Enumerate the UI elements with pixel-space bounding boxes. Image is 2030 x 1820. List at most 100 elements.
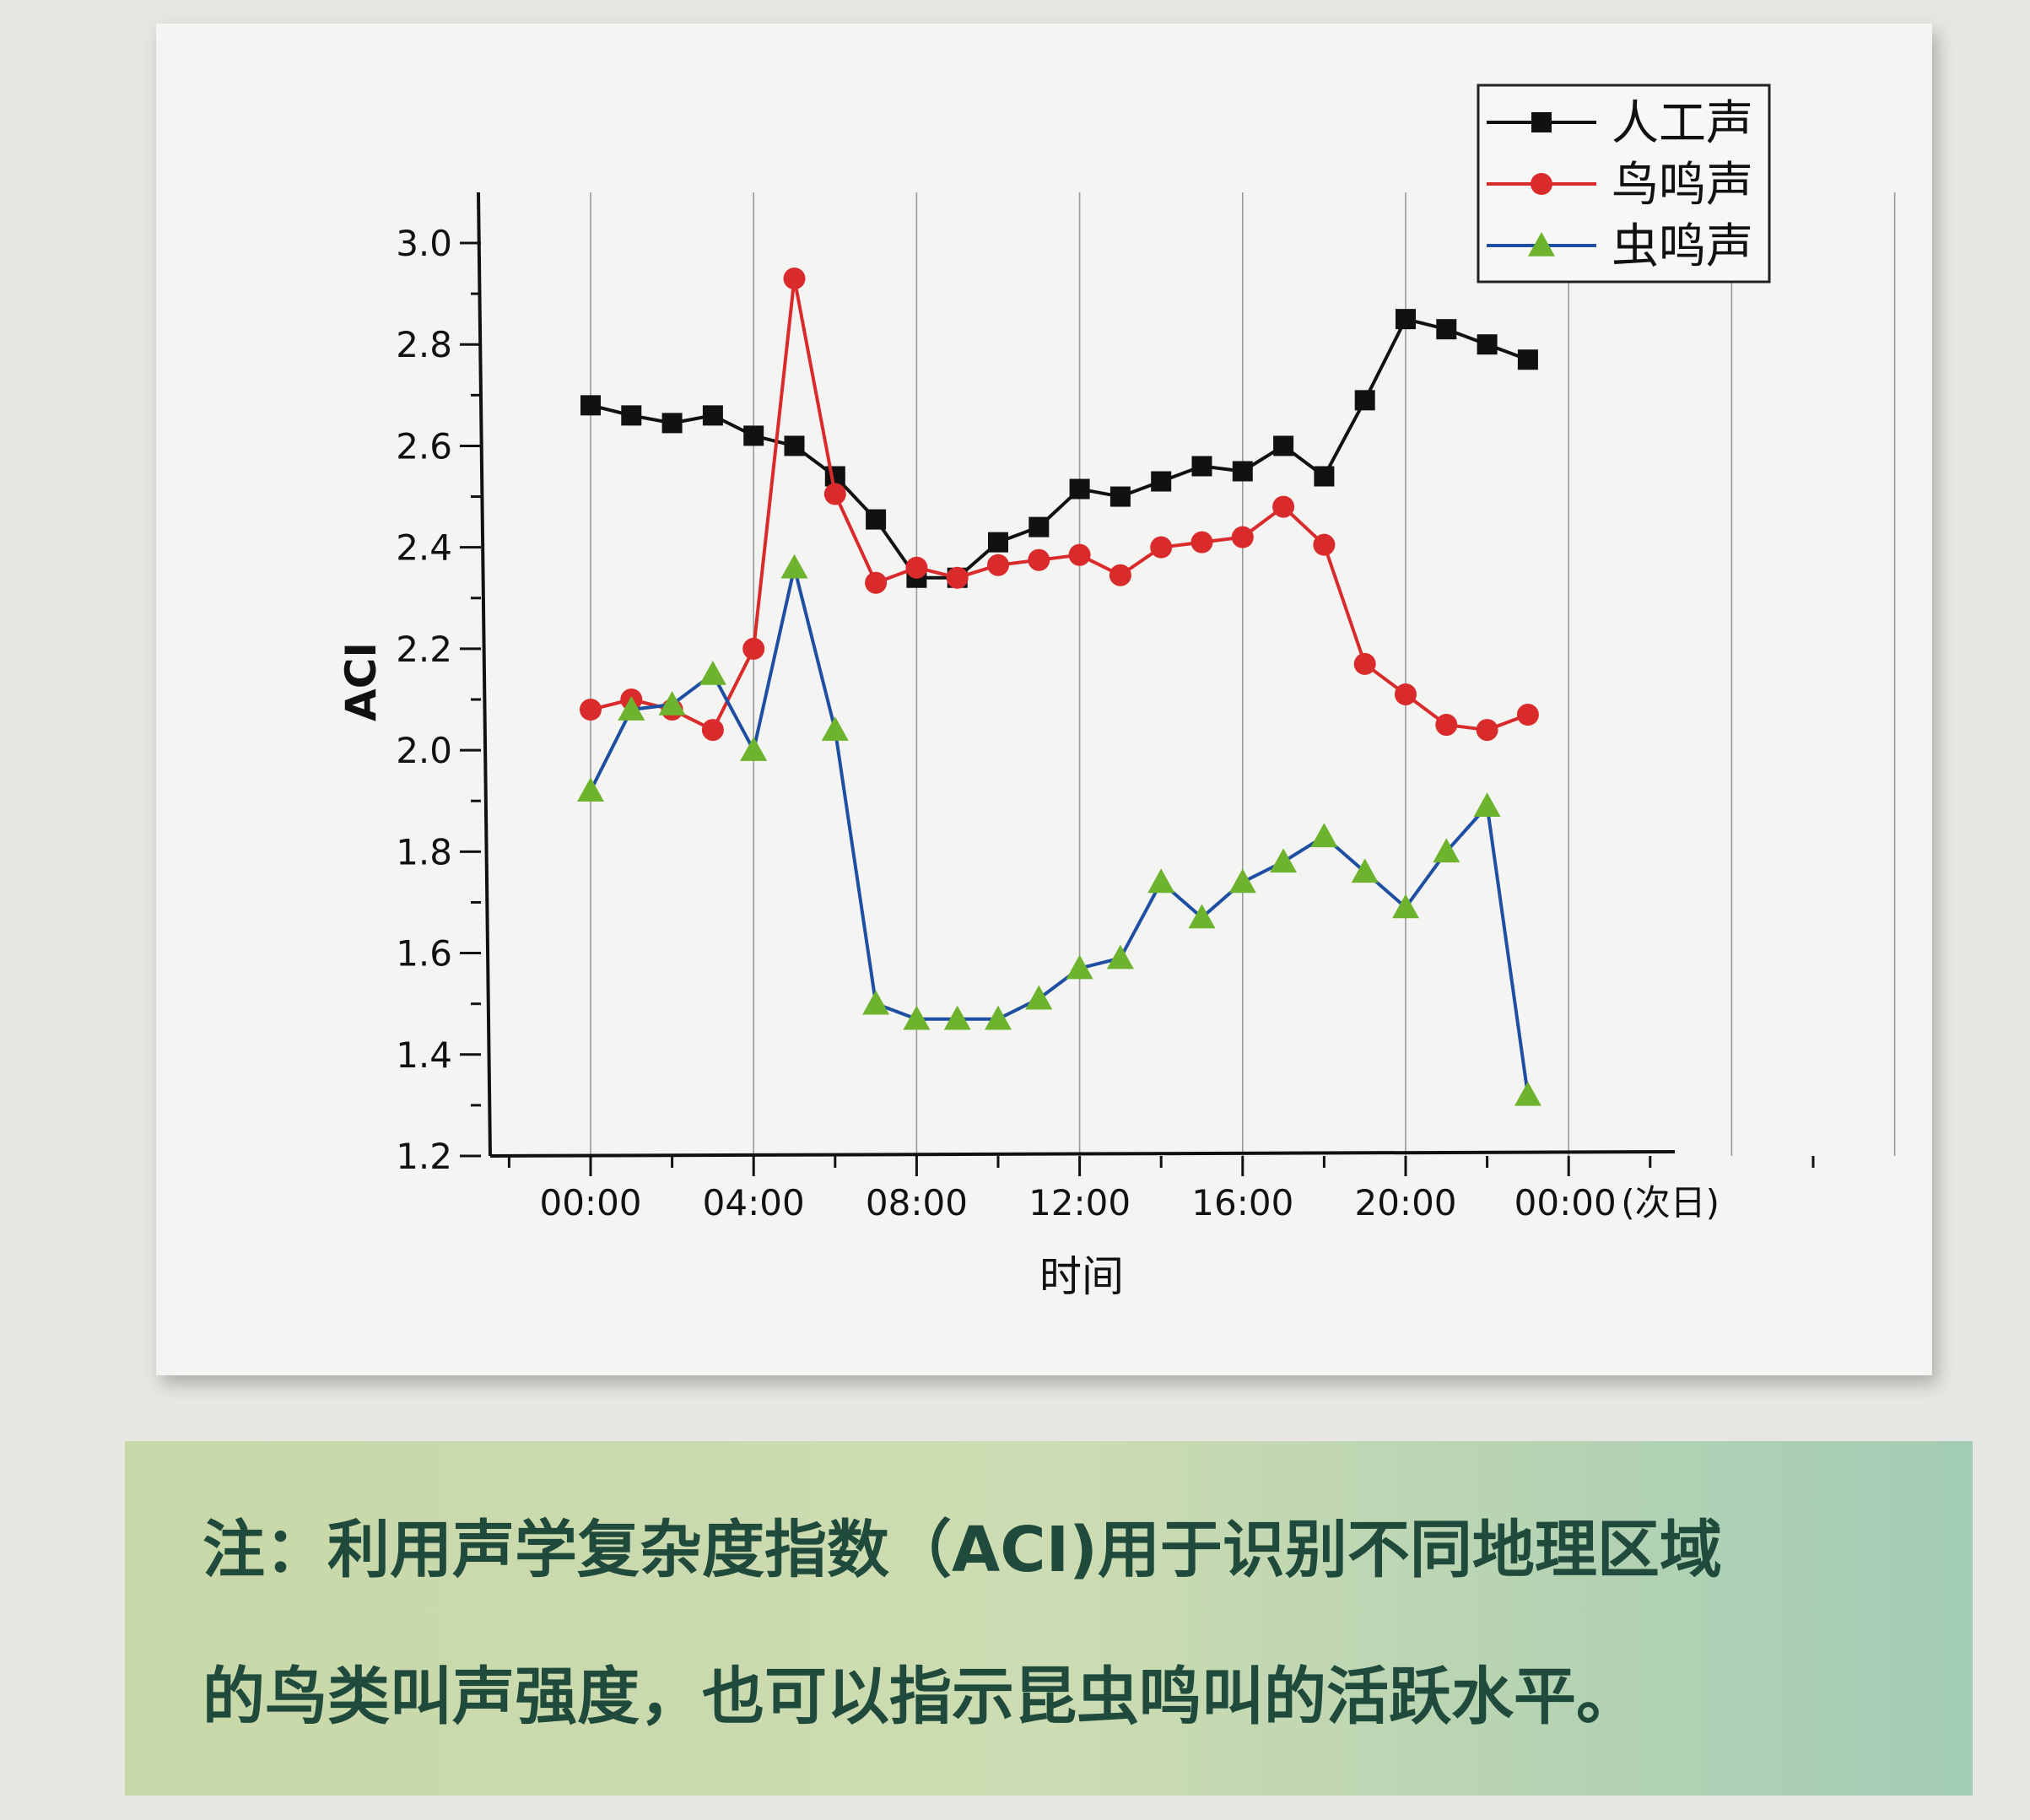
- series-2: [577, 554, 1541, 1106]
- data-point-0-6: [824, 466, 845, 487]
- data-point-0-18: [1314, 466, 1335, 487]
- legend-marker-0: [1531, 112, 1552, 132]
- y-tick-label-1: 1.4: [396, 1034, 452, 1076]
- note-line-1: 注：利用声学复杂度指数（ACI)用于识别不同地理区域: [202, 1514, 1722, 1586]
- y-axis-title: ACI: [337, 642, 386, 721]
- data-point-1-13: [1109, 564, 1131, 586]
- data-point-1-18: [1313, 533, 1336, 556]
- data-point-0-4: [743, 425, 764, 446]
- x-axis-line: [489, 1150, 1676, 1158]
- legend-marker-1: [1531, 173, 1552, 195]
- data-point-2-4: [740, 737, 768, 761]
- x-tick-label-3: 12:00: [1028, 1182, 1131, 1223]
- x-tick-label-1: 04:00: [703, 1182, 805, 1223]
- data-point-0-12: [1069, 478, 1090, 500]
- y-tick-label-9: 3.0: [396, 223, 452, 264]
- data-point-0-5: [784, 435, 805, 456]
- x-tick-label-4: 16:00: [1191, 1182, 1293, 1223]
- data-point-2-22: [1473, 792, 1501, 818]
- data-point-2-0: [577, 777, 604, 802]
- data-point-1-20: [1395, 683, 1417, 705]
- plot-area: 1.2 1.4 1.6 1.8 2.0 2.2 2.4 2.6 2.8 3.0 00:00 04:00…: [337, 192, 1896, 1301]
- x-tick-label-5: 20:00: [1354, 1182, 1456, 1223]
- data-point-1-11: [1028, 548, 1050, 571]
- data-point-0-11: [1028, 516, 1050, 537]
- data-point-1-15: [1190, 531, 1213, 554]
- data-point-2-5: [780, 554, 808, 579]
- data-point-1-3: [701, 719, 724, 742]
- data-point-0-23: [1517, 349, 1538, 370]
- data-point-0-7: [866, 509, 887, 530]
- data-point-0-10: [988, 532, 1008, 553]
- data-point-2-12: [1066, 954, 1093, 980]
- legend-label-0: 人工声: [1612, 96, 1753, 151]
- y-tick-label-0: 1.2: [396, 1136, 452, 1177]
- legend-marker-2: [1528, 232, 1555, 257]
- x-tick-label-2: 08:00: [866, 1182, 968, 1223]
- data-point-0-21: [1436, 319, 1457, 340]
- y-tick-label-6: 2.4: [396, 527, 452, 569]
- data-point-1-12: [1068, 543, 1091, 566]
- data-point-0-2: [661, 413, 683, 434]
- x-tick-label-0: 00:00: [539, 1182, 641, 1223]
- y-tick-label-8: 2.8: [396, 324, 452, 365]
- data-point-2-21: [1433, 838, 1460, 863]
- y-tick-label-5: 2.2: [396, 629, 452, 670]
- data-point-2-9: [943, 1005, 971, 1030]
- data-point-1-14: [1150, 536, 1173, 559]
- data-point-0-16: [1232, 461, 1253, 482]
- data-point-1-17: [1272, 495, 1295, 518]
- data-point-2-13: [1106, 944, 1134, 969]
- data-point-2-10: [985, 1005, 1012, 1030]
- data-point-2-23: [1514, 1081, 1541, 1106]
- data-point-0-22: [1477, 334, 1498, 355]
- data-point-1-7: [865, 571, 888, 594]
- x-axis-title: 时间: [1039, 1252, 1124, 1301]
- data-point-1-22: [1476, 719, 1498, 742]
- data-point-2-20: [1392, 894, 1419, 919]
- data-point-1-0: [580, 699, 602, 721]
- data-point-2-15: [1188, 904, 1216, 929]
- data-point-1-19: [1353, 652, 1376, 675]
- legend-label-1: 鸟鸣声: [1612, 158, 1753, 213]
- data-point-1-16: [1231, 526, 1254, 548]
- y-tick-label-3: 1.8: [396, 831, 452, 872]
- data-point-0-20: [1396, 309, 1416, 330]
- data-point-1-9: [946, 566, 969, 589]
- data-point-0-3: [702, 405, 723, 426]
- data-point-1-8: [905, 556, 928, 579]
- note-background: [125, 1441, 1973, 1796]
- data-point-0-19: [1354, 390, 1375, 411]
- data-point-2-3: [699, 660, 726, 685]
- y-tick-label-4: 2.0: [396, 730, 452, 771]
- data-point-2-6: [821, 716, 849, 741]
- data-point-1-4: [742, 637, 765, 660]
- data-point-0-17: [1273, 435, 1294, 456]
- data-point-2-11: [1025, 985, 1053, 1010]
- data-point-2-18: [1310, 823, 1338, 848]
- data-point-1-5: [783, 267, 806, 290]
- x-tick-label-suffix-6: (次日): [1621, 1182, 1720, 1223]
- x-tick-label-6: 00:00: [1514, 1182, 1617, 1223]
- data-point-2-16: [1228, 868, 1256, 894]
- note-line-2: 的鸟类叫声强度，也可以指示昆虫鸣叫的活跃水平。: [202, 1661, 1639, 1733]
- legend-label-2: 虫鸣声: [1612, 219, 1753, 274]
- y-axis-line: [477, 192, 492, 1157]
- data-point-1-10: [987, 554, 1009, 576]
- data-point-2-8: [903, 1005, 931, 1030]
- y-tick-label-2: 1.6: [396, 933, 452, 975]
- data-point-2-7: [862, 990, 890, 1015]
- data-point-2-2: [658, 691, 686, 716]
- data-point-0-1: [621, 405, 642, 426]
- data-point-0-15: [1191, 456, 1212, 477]
- data-point-2-1: [618, 696, 645, 721]
- data-point-1-21: [1435, 714, 1458, 737]
- data-point-1-23: [1516, 704, 1539, 726]
- data-point-1-6: [823, 483, 846, 505]
- note-panel: 注：利用声学复杂度指数（ACI)用于识别不同地理区域 的鸟类叫声强度，也可以指示…: [125, 1441, 1973, 1796]
- y-tick-label-7: 2.6: [396, 425, 452, 467]
- data-point-2-17: [1270, 848, 1298, 873]
- data-point-0-0: [580, 395, 601, 416]
